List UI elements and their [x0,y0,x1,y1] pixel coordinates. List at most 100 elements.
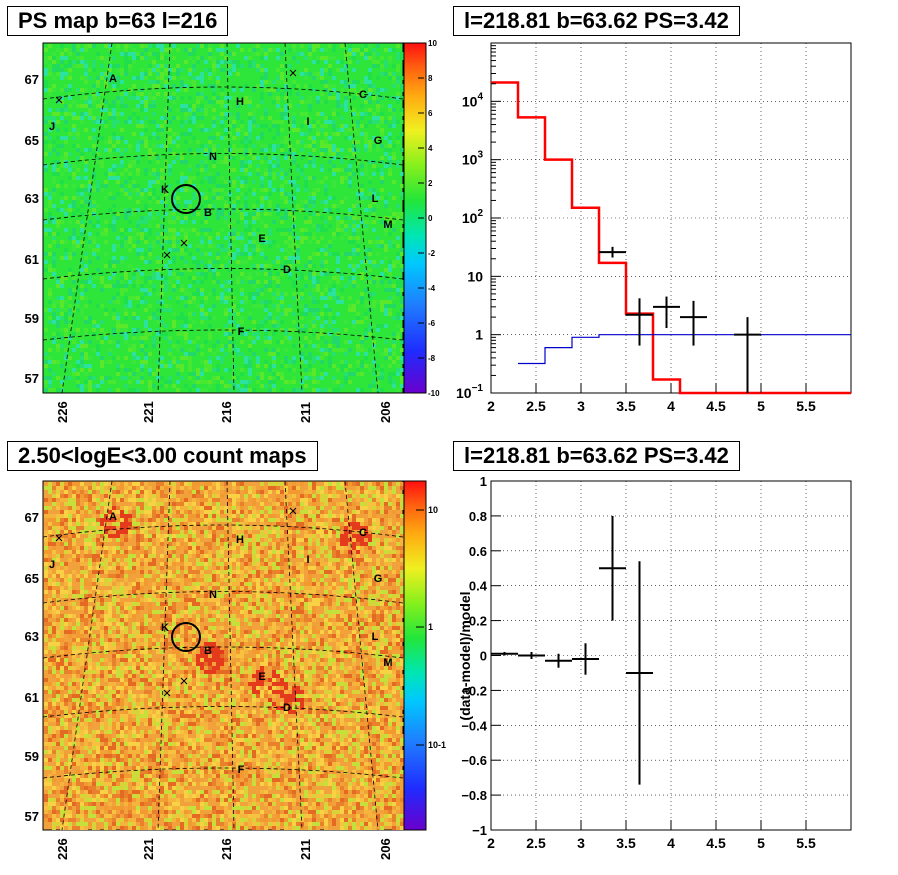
map-pixel [400,280,404,284]
map-pixel [304,184,308,188]
map-pixel [60,280,64,284]
map-pixel [136,356,140,360]
map-pixel [156,308,160,312]
map-pixel [276,208,280,212]
map-pixel [164,228,168,232]
map-pixel [76,304,80,308]
map-pixel [60,300,64,304]
map-pixel [128,236,132,240]
map-pixel [272,372,276,376]
map-pixel [324,542,328,546]
map-pixel [204,272,208,276]
map-pixel [204,490,208,494]
map-pixel [144,356,148,360]
map-pixel [248,252,252,256]
map-pixel [64,498,68,502]
map-pixel [52,526,56,530]
map-pixel [236,530,240,534]
map-pixel [264,384,268,388]
map-pixel [80,220,84,224]
map-pixel [352,124,356,128]
map-pixel [344,176,348,180]
map-pixel [236,506,240,510]
map-pixel [168,348,172,352]
map-pixel [144,276,148,280]
map-pixel [388,526,392,530]
map-pixel [244,100,248,104]
map-pixel [220,104,224,108]
map-pixel [272,156,276,160]
map-pixel [72,60,76,64]
map-pixel [176,284,180,288]
map-pixel [232,256,236,260]
map-pixel [328,72,332,76]
map-pixel [64,494,68,498]
map-pixel [368,304,372,308]
map-pixel [332,124,336,128]
map-pixel [120,92,124,96]
map-pixel [104,184,108,188]
map-pixel [204,44,208,48]
map-pixel [48,212,52,216]
map-pixel [308,196,312,200]
map-pixel [212,292,216,296]
map-pixel [244,522,248,526]
map-pixel [356,284,360,288]
map-pixel [104,546,108,550]
map-pixel [140,550,144,554]
map-pixel [88,108,92,112]
map-pixel [108,388,112,392]
map-pixel [48,538,52,542]
map-pixel [48,320,52,324]
map-pixel [128,368,132,372]
map-pixel [348,264,352,268]
map-pixel [124,48,128,52]
map-pixel [224,236,228,240]
map-pixel [244,514,248,518]
map-pixel [308,56,312,60]
map-pixel [264,530,268,534]
map-pixel [340,60,344,64]
map-pixel [232,376,236,380]
map-pixel [240,308,244,312]
map-pixel [352,490,356,494]
map-pixel [140,228,144,232]
map-pixel [236,352,240,356]
map-pixel [192,220,196,224]
map-pixel [48,384,52,388]
map-pixel [388,482,392,486]
map-pixel [188,52,192,56]
map-pixel [72,372,76,376]
map-pixel [240,352,244,356]
map-pixel [92,530,96,534]
map-pixel [172,546,176,550]
map-pixel [100,490,104,494]
map-pixel [392,180,396,184]
map-pixel [256,264,260,268]
map-pixel [224,60,228,64]
map-pixel [92,208,96,212]
map-pixel [200,380,204,384]
map-pixel [136,494,140,498]
map-pixel [216,76,220,80]
map-pixel [208,84,212,88]
map-pixel [44,120,48,124]
map-pixel [244,518,248,522]
map-pixel [120,542,124,546]
map-pixel [264,272,268,276]
map-pixel [388,208,392,212]
map-pixel [264,304,268,308]
map-pixel [116,44,120,48]
map-pixel [284,104,288,108]
map-pixel [80,546,84,550]
map-pixel [48,486,52,490]
map-pixel [208,156,212,160]
map-pixel [388,168,392,172]
map-pixel [244,364,248,368]
map-pixel [248,360,252,364]
map-pixel [116,518,120,522]
map-pixel [184,140,188,144]
map-pixel [108,538,112,542]
map-pixel [224,384,228,388]
map-pixel [344,228,348,232]
